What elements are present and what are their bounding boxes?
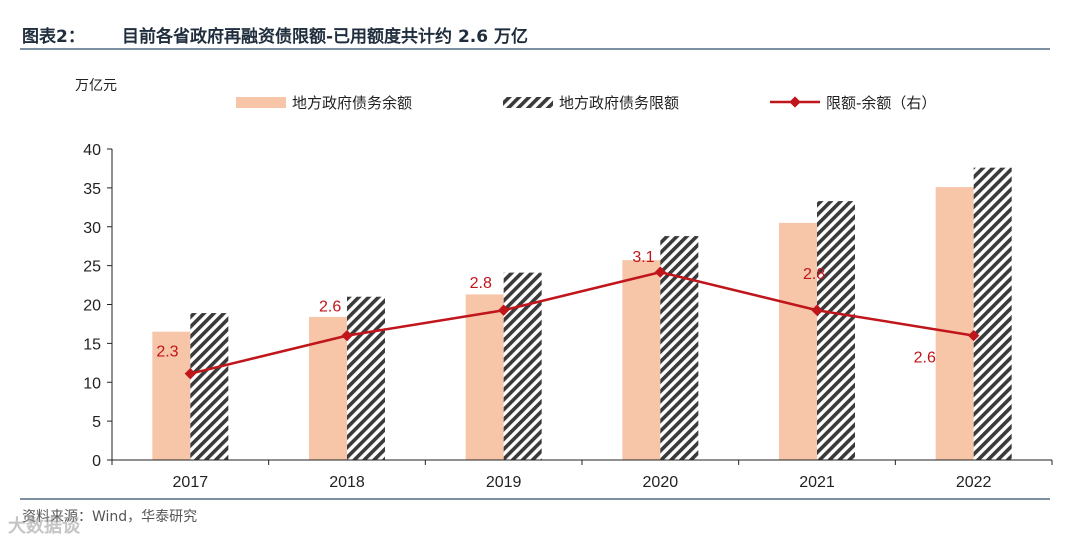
legend-swatch-balance (236, 97, 286, 108)
y-tick-label: 25 (83, 259, 101, 276)
y-tick-label: 5 (92, 414, 101, 431)
y-tick-label: 20 (83, 298, 101, 315)
x-tick-label: 2019 (486, 474, 522, 491)
x-tick-label: 2020 (643, 474, 679, 491)
bar-balance-2022 (935, 187, 974, 460)
legend-marker-gap (789, 96, 801, 108)
x-tick-label: 2021 (799, 474, 835, 491)
bar-balance-2020 (622, 260, 661, 460)
y-tick-label: 15 (83, 336, 101, 353)
bottom-rule (20, 498, 1050, 500)
bar-balance-2017 (152, 331, 191, 460)
x-tick-label: 2017 (173, 474, 209, 491)
bar-limit-2021 (817, 201, 855, 460)
y-tick-label: 0 (92, 453, 101, 470)
y-tick-label: 10 (83, 375, 101, 392)
legend-label-limit: 地方政府债务限额 (559, 94, 679, 112)
y-tick-label: 40 (83, 142, 101, 159)
bar-limit-2022 (973, 167, 1012, 460)
bar-limit-2020 (660, 236, 699, 460)
legend-swatch-limit (503, 97, 553, 108)
gap-data-label: 2.8 (803, 266, 825, 283)
gap-point-2022 (968, 329, 980, 342)
watermark: 大数据谈 (8, 516, 80, 537)
y-tick-label: 30 (83, 220, 101, 237)
x-tick-label: 2022 (956, 474, 992, 491)
x-tick-label: 2018 (329, 474, 365, 491)
gap-data-label: 2.6 (914, 350, 936, 367)
gap-data-label: 2.3 (156, 344, 178, 361)
source-note: 资料来源：Wind，华泰研究 (22, 509, 198, 525)
bar-balance-2018 (309, 316, 347, 460)
chart-title: 目前各省政府再融资债限额-已用额度共计约 2.6 万亿 (122, 27, 529, 47)
gap-data-label: 2.8 (470, 275, 492, 292)
legend-label-gap: 限额-余额（右） (826, 94, 936, 112)
y-tick-label: 35 (83, 181, 101, 198)
legend: 地方政府债务余额 地方政府债务限额 限额-余额（右） (236, 94, 936, 112)
gap-data-label: 2.6 (319, 299, 341, 316)
gap-point-2021 (811, 304, 823, 316)
y-axis: 0 5 10 15 20 25 30 35 40 (83, 142, 113, 470)
gap-line-path (190, 270, 974, 375)
figure-label: 图表2： (22, 27, 85, 47)
gap-point-2020 (654, 266, 666, 278)
bar-balance-2019 (465, 294, 504, 460)
bar-limit-2017 (190, 313, 229, 460)
title-bar: 图表2： 目前各省政府再融资债限额-已用额度共计约 2.6 万亿 (20, 18, 1050, 50)
bar-balance-2021 (779, 222, 817, 460)
gap-point-2017 (184, 368, 196, 380)
gap-point-2019 (498, 304, 510, 316)
gap-point-2018 (341, 329, 353, 342)
legend-label-balance: 地方政府债务余额 (292, 94, 412, 112)
x-axis: 2017 2018 2019 2020 2021 2022 (111, 459, 1053, 491)
gap-line-series: 2.3 2.6 2.8 3.1 2.8 2.6 (156, 249, 980, 380)
gap-data-label: 3.1 (632, 249, 654, 266)
bar-limit-2018 (347, 296, 385, 460)
y-axis-unit-label: 万亿元 (75, 78, 117, 94)
bars (152, 167, 1012, 460)
bar-limit-2019 (503, 272, 542, 460)
